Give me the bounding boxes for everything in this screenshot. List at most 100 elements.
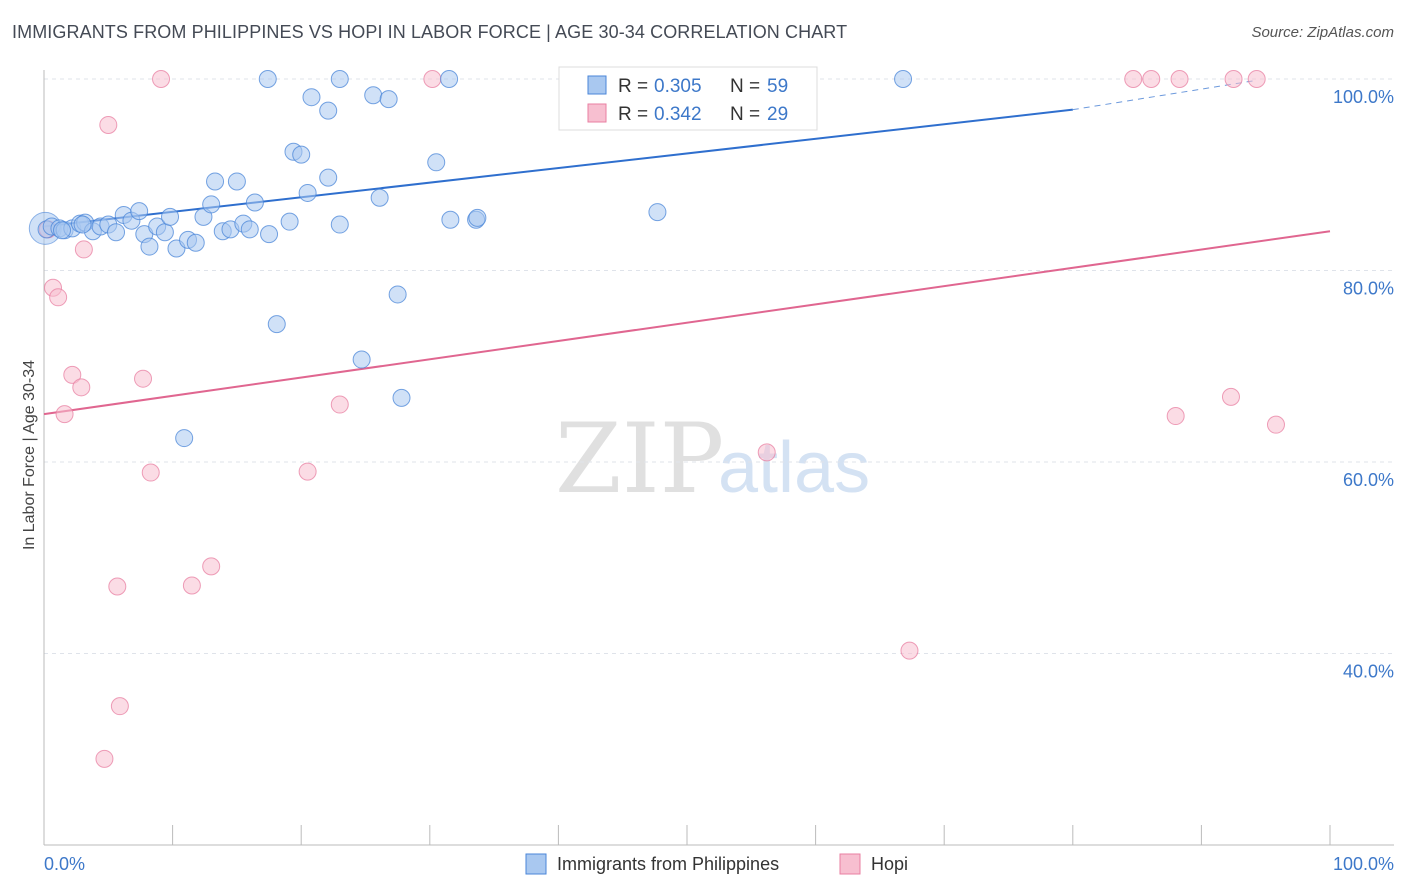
- point-hopi-16: [298, 462, 317, 481]
- point-hopi-12: [141, 463, 160, 482]
- stats-legend-r-value-blue: 0.305: [654, 76, 702, 97]
- point-hopi-10: [110, 697, 129, 716]
- point-philippines-10: [107, 223, 126, 242]
- point-philippines-48: [364, 86, 383, 105]
- stats-legend-r-label-pink: R =: [618, 104, 648, 125]
- legend-swatch-philippines: [525, 853, 547, 875]
- point-philippines-55: [392, 388, 411, 407]
- point-philippines-29: [240, 220, 259, 239]
- point-hopi-5: [72, 378, 91, 397]
- stats-legend-n-label-pink: N =: [730, 104, 760, 125]
- point-philippines-45: [440, 70, 459, 88]
- point-philippines-36: [319, 168, 338, 187]
- stats-legend-n-label-blue: N =: [730, 76, 760, 97]
- point-hopi-25: [1247, 70, 1266, 88]
- grid: [44, 78, 1394, 654]
- point-hopi-14: [182, 576, 201, 595]
- y-tick-label-60: 60.0%: [1343, 470, 1394, 490]
- source-credit: Source: ZipAtlas.com: [1251, 24, 1394, 41]
- chart-title: IMMIGRANTS FROM PHILIPPINES VS HOPI IN L…: [12, 22, 848, 42]
- point-hopi-28: [1266, 415, 1285, 434]
- trend-lines: [43, 80, 1331, 416]
- point-hopi-2: [49, 288, 68, 307]
- stats-legend-swatch-pink: [587, 103, 607, 123]
- x-tick-label-100: 100.0%: [1333, 854, 1394, 874]
- point-philippines-27: [227, 172, 246, 191]
- y-tick-label-40: 40.0%: [1343, 662, 1394, 682]
- point-philippines-46: [302, 88, 321, 107]
- watermark: ZIP atlas: [555, 403, 870, 515]
- point-philippines-13: [130, 202, 149, 221]
- point-philippines-17: [155, 223, 174, 242]
- point-hopi-4: [63, 365, 82, 384]
- point-philippines-56: [175, 429, 194, 448]
- point-philippines-30: [245, 193, 264, 212]
- point-hopi-24: [1224, 70, 1243, 88]
- y-tick-label-100: 100.0%: [1333, 87, 1394, 107]
- stats-legend: R = 0.305 N = 59 R = 0.342 N = 29: [558, 66, 818, 131]
- point-philippines-23: [202, 195, 221, 214]
- point-philippines-35: [298, 183, 317, 202]
- point-hopi-23: [1170, 70, 1189, 88]
- point-hopi-22: [1142, 70, 1161, 88]
- point-hopi-9: [108, 577, 127, 596]
- point-hopi-19: [757, 443, 776, 462]
- watermark-atlas: atlas: [718, 428, 870, 508]
- point-hopi-3: [55, 405, 74, 424]
- point-philippines-15: [140, 237, 159, 256]
- point-hopi-21: [1124, 70, 1143, 88]
- point-philippines-24: [206, 172, 225, 191]
- legend-label-philippines: Immigrants from Philippines: [557, 854, 779, 874]
- trend-line-philippines-extrapolated: [1072, 80, 1253, 111]
- point-philippines-32: [280, 212, 299, 231]
- point-philippines-31: [260, 225, 279, 244]
- y-tick-label-80: 80.0%: [1343, 279, 1394, 299]
- point-philippines-43: [258, 70, 277, 88]
- point-hopi-15: [202, 557, 221, 576]
- point-philippines-37: [330, 215, 349, 234]
- point-hopi-11: [134, 369, 153, 388]
- point-philippines-40: [441, 210, 460, 229]
- axes: [43, 70, 1394, 846]
- legend-label-hopi: Hopi: [871, 854, 908, 874]
- point-philippines-44: [330, 70, 349, 88]
- point-hopi-6: [74, 240, 93, 259]
- point-philippines-38: [370, 188, 389, 207]
- point-hopi-17: [330, 395, 349, 414]
- stats-legend-n-value-pink: 29: [767, 104, 788, 125]
- point-hopi-13: [152, 70, 171, 88]
- point-philippines-57: [73, 215, 92, 234]
- trend-line-philippines: [43, 108, 1073, 228]
- legend-swatch-hopi: [839, 853, 861, 875]
- point-hopi-26: [1166, 407, 1185, 426]
- stats-legend-r-label-blue: R =: [618, 76, 648, 97]
- point-philippines-50: [894, 70, 913, 88]
- point-philippines-49: [379, 90, 398, 109]
- x-tick-label-0: 0.0%: [44, 854, 85, 874]
- point-hopi-20: [900, 641, 919, 660]
- point-hopi-18: [423, 70, 442, 88]
- point-hopi-27: [1221, 387, 1240, 406]
- point-philippines-54: [352, 350, 371, 369]
- point-philippines-53: [267, 315, 286, 334]
- point-philippines-51: [648, 203, 667, 222]
- point-philippines-34: [292, 145, 311, 164]
- y-tick-labels: 40.0% 60.0% 80.0% 100.0%: [1333, 87, 1394, 682]
- point-philippines-58: [53, 221, 72, 240]
- point-philippines-42: [468, 208, 487, 227]
- trend-line-hopi: [43, 230, 1331, 416]
- y-axis-label: In Labor Force | Age 30-34: [21, 360, 38, 550]
- data-points: [28, 70, 1285, 768]
- point-philippines-39: [427, 153, 446, 172]
- watermark-zip: ZIP: [555, 403, 724, 515]
- point-philippines-47: [319, 101, 338, 120]
- point-philippines-21: [186, 233, 205, 252]
- point-philippines-18: [161, 207, 180, 226]
- point-hopi-7: [95, 749, 114, 768]
- series-legend: Immigrants from Philippines Hopi: [525, 853, 908, 875]
- point-hopi-8: [99, 115, 118, 134]
- stats-legend-swatch-blue: [587, 75, 607, 95]
- stats-legend-r-value-pink: 0.342: [654, 104, 702, 125]
- stats-legend-n-value-blue: 59: [767, 76, 788, 97]
